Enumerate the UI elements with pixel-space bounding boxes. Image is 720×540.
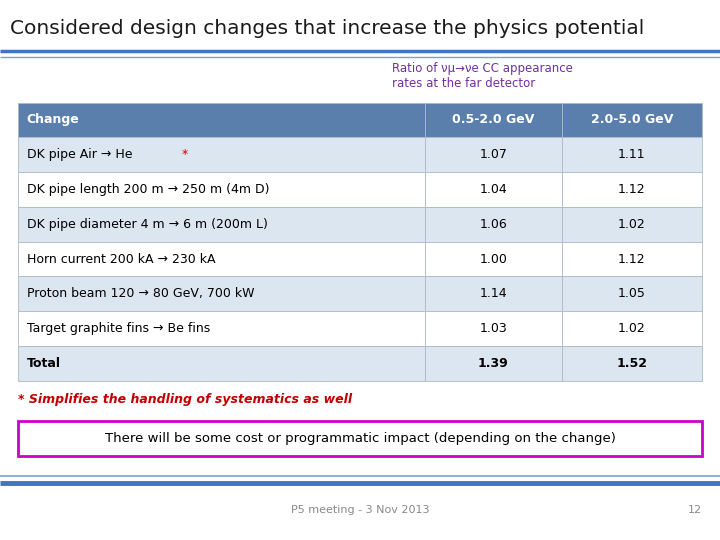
Text: 1.11: 1.11: [618, 148, 646, 161]
Text: 1.02: 1.02: [618, 322, 646, 335]
Text: DK pipe length 200 m → 250 m (4m D): DK pipe length 200 m → 250 m (4m D): [27, 183, 269, 196]
Text: Change: Change: [27, 113, 79, 126]
Text: 1.04: 1.04: [480, 183, 508, 196]
Text: 1.07: 1.07: [480, 148, 508, 161]
Text: 1.39: 1.39: [478, 357, 509, 370]
Text: *: *: [181, 148, 188, 161]
Text: There will be some cost or programmatic impact (depending on the change): There will be some cost or programmatic …: [104, 432, 616, 445]
Text: 2.0-5.0 GeV: 2.0-5.0 GeV: [590, 113, 673, 126]
Text: 1.05: 1.05: [618, 287, 646, 300]
Text: 1.03: 1.03: [480, 322, 508, 335]
Text: 1.12: 1.12: [618, 253, 646, 266]
Text: 1.52: 1.52: [616, 357, 647, 370]
Text: Ratio of νμ→νe CC appearance: Ratio of νμ→νe CC appearance: [392, 62, 573, 75]
Text: * Simplifies the handling of systematics as well: * Simplifies the handling of systematics…: [18, 393, 352, 406]
Text: Proton beam 120 → 80 GeV, 700 kW: Proton beam 120 → 80 GeV, 700 kW: [27, 287, 254, 300]
Text: Considered design changes that increase the physics potential: Considered design changes that increase …: [10, 19, 644, 38]
Text: 0.5-2.0 GeV: 0.5-2.0 GeV: [452, 113, 534, 126]
Text: Total: Total: [27, 357, 60, 370]
Text: Target graphite fins → Be fins: Target graphite fins → Be fins: [27, 322, 210, 335]
Text: 1.06: 1.06: [480, 218, 508, 231]
Text: 12: 12: [688, 505, 702, 515]
Text: P5 meeting - 3 Nov 2013: P5 meeting - 3 Nov 2013: [291, 505, 429, 515]
Text: 1.14: 1.14: [480, 287, 507, 300]
Text: Horn current 200 kA → 230 kA: Horn current 200 kA → 230 kA: [27, 253, 215, 266]
Text: rates at the far detector: rates at the far detector: [392, 77, 536, 90]
Text: 1.12: 1.12: [618, 183, 646, 196]
Text: DK pipe diameter 4 m → 6 m (200m L): DK pipe diameter 4 m → 6 m (200m L): [27, 218, 268, 231]
Text: DK pipe Air → He: DK pipe Air → He: [27, 148, 132, 161]
Text: 1.02: 1.02: [618, 218, 646, 231]
Text: 1.00: 1.00: [480, 253, 508, 266]
